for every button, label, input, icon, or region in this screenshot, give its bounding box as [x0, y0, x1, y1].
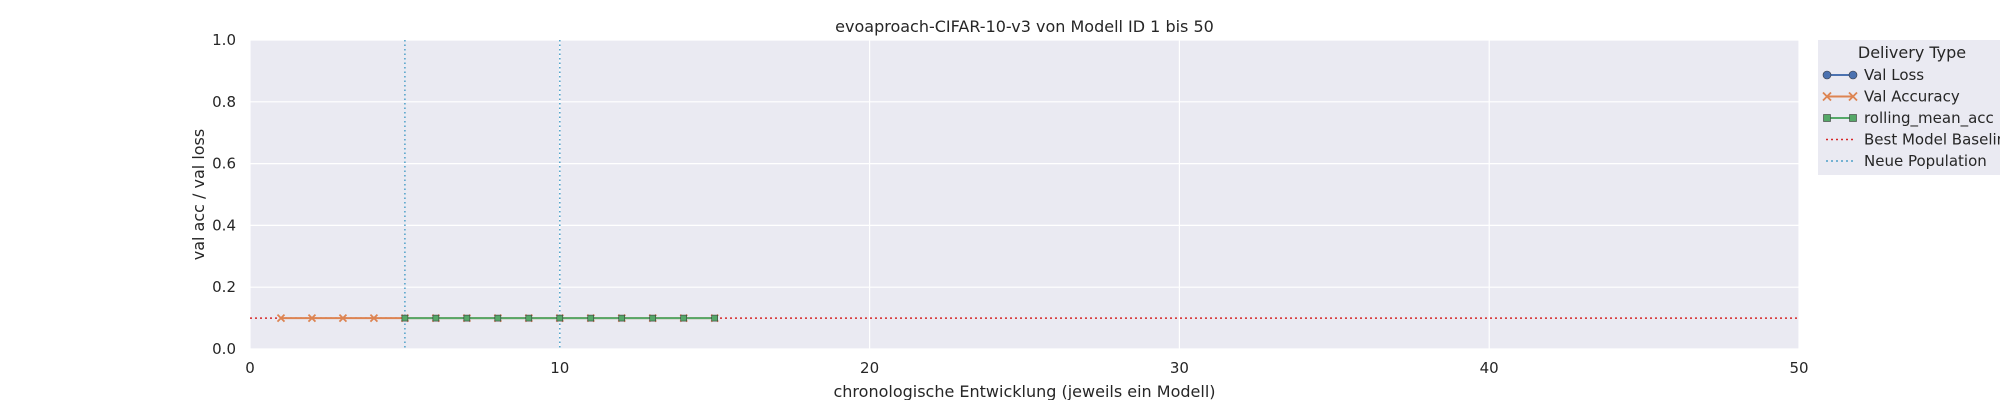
legend-label-neue-population: Neue Population: [1864, 152, 1987, 170]
y-tick-label: 0.6: [212, 155, 236, 173]
data-point-rolling-mean-acc: [587, 314, 595, 322]
legend-label-rolling-mean-acc: rolling_mean_acc: [1864, 109, 1994, 128]
y-tick-label: 0.0: [212, 340, 236, 358]
y-tick-label: 0.4: [212, 216, 236, 234]
x-tick-label: 20: [860, 359, 879, 377]
x-tick-label: 40: [1480, 359, 1499, 377]
legend-title: Delivery Type: [1858, 43, 1966, 62]
legend-items: Val Loss Val Accuracy rolling_mean_acc Best…: [1822, 66, 2000, 170]
y-tick-labels: 0.0 0.2 0.4 0.6 0.8 1.0: [212, 31, 236, 358]
y-tick-label: 1.0: [212, 31, 236, 49]
plot-area: [250, 40, 1799, 349]
data-point-rolling-mean-acc: [401, 314, 409, 322]
x-tick-label: 30: [1170, 359, 1189, 377]
legend-marker-val-loss: [1848, 70, 1858, 80]
x-tick-label: 0: [245, 359, 255, 377]
y-tick-label: 0.8: [212, 93, 236, 111]
legend-marker-val-accuracy: [1822, 91, 1832, 102]
data-point-rolling-mean-acc: [432, 314, 440, 322]
y-tick-label: 0.2: [212, 278, 236, 296]
legend-marker-rolling-mean-acc: [1823, 114, 1831, 122]
data-point-val-accuracy: [369, 313, 379, 323]
data-point-rolling-mean-acc: [618, 314, 626, 322]
data-point-rolling-mean-acc: [463, 314, 471, 322]
x-tick-label: 10: [550, 359, 569, 377]
series-group: [276, 313, 719, 323]
data-point-rolling-mean-acc: [494, 314, 502, 322]
grid-lines: [249, 39, 1800, 350]
legend-marker-val-loss: [1822, 70, 1832, 80]
legend-label-best-model-baseline: Best Model Baseline: [1864, 131, 2000, 149]
legend-label-val-accuracy: Val Accuracy: [1864, 88, 1960, 106]
data-point-rolling-mean-acc: [711, 314, 719, 322]
x-axis-label: chronologische Entwicklung (jeweils ein …: [833, 382, 1215, 400]
data-point-val-accuracy: [276, 313, 286, 323]
data-point-rolling-mean-acc: [525, 314, 533, 322]
legend-marker-rolling-mean-acc: [1849, 114, 1857, 122]
population-markers: [404, 40, 561, 349]
data-point-rolling-mean-acc: [556, 314, 564, 322]
legend-box: [1818, 40, 2000, 175]
y-axis-label: val acc / val loss: [189, 129, 208, 260]
x-tick-labels: 0 10 20 30 40 50: [245, 359, 1808, 377]
x-tick-label: 50: [1789, 359, 1808, 377]
data-point-rolling-mean-acc: [649, 314, 657, 322]
data-point-val-accuracy: [307, 313, 317, 323]
legend: Delivery Type Val Loss Val Accuracy rollin…: [1818, 40, 2000, 175]
legend-marker-val-accuracy: [1848, 91, 1858, 102]
chart-title: evoaproach-CIFAR-10-v3 von Modell ID 1 b…: [835, 17, 1214, 36]
data-point-val-accuracy: [338, 313, 348, 323]
data-point-rolling-mean-acc: [680, 314, 688, 322]
legend-label-val-loss: Val Loss: [1864, 66, 1924, 84]
